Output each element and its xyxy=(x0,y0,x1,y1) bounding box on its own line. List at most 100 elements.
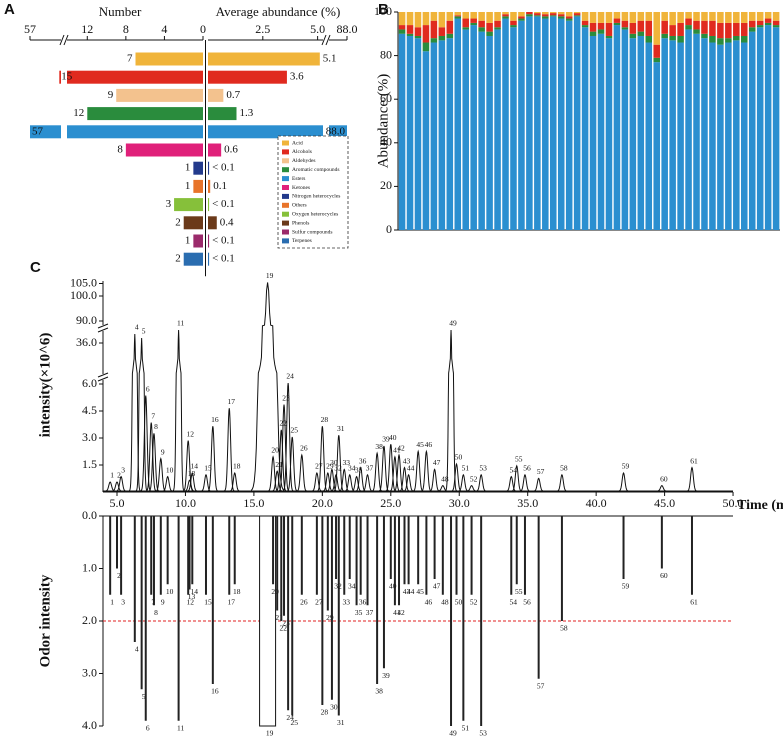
odor-bar xyxy=(272,516,275,585)
odor-label: 59 xyxy=(622,582,630,591)
peak xyxy=(115,475,127,492)
odor-label: 3 xyxy=(121,597,125,606)
number-bar xyxy=(125,143,203,157)
bar-segment xyxy=(454,18,462,231)
odor-label: 25 xyxy=(290,718,298,727)
peak xyxy=(186,472,198,492)
number-label: 1 xyxy=(185,162,191,174)
abundance-bar xyxy=(208,143,222,157)
bar-segment xyxy=(725,38,732,43)
bar-segment xyxy=(470,12,477,19)
odor-bar xyxy=(359,516,362,595)
odor-bar xyxy=(144,516,147,721)
peak-label: 31 xyxy=(337,424,345,433)
number-label: 1 xyxy=(185,235,191,247)
abundance-bar xyxy=(208,234,210,248)
axis-break-gap xyxy=(323,35,329,45)
legend-label: Esters xyxy=(292,176,305,182)
odor-bar xyxy=(204,516,207,595)
odor-axis-title: Odor intensity xyxy=(37,574,53,667)
odor-bar xyxy=(228,516,231,595)
bar-segment xyxy=(422,51,430,230)
odor-label: 43 xyxy=(403,587,411,596)
peak xyxy=(362,473,373,492)
odor-label: 38 xyxy=(375,687,383,696)
legend-swatch xyxy=(282,185,289,190)
bar-segment xyxy=(756,25,764,28)
odor-label: 15 xyxy=(204,597,212,606)
peak xyxy=(385,444,397,492)
peak xyxy=(296,453,308,492)
x-tick-label: 15.0 xyxy=(243,496,264,510)
odor-bar xyxy=(116,516,118,569)
odor-label: 53 xyxy=(479,729,487,738)
peak xyxy=(145,422,157,492)
bar-segment xyxy=(677,35,684,43)
odor-bar xyxy=(622,516,625,579)
bar-segment xyxy=(645,35,653,43)
peak xyxy=(398,466,410,492)
bar-segment xyxy=(733,22,740,36)
odor-bar xyxy=(159,516,162,595)
bar-segment xyxy=(685,18,692,26)
peak-label: 43 xyxy=(403,456,411,465)
abundance-label: 0.4 xyxy=(220,216,234,228)
peak xyxy=(282,382,294,492)
peak-label: 58 xyxy=(560,464,568,473)
odor-label: 34 xyxy=(348,582,356,591)
odor-bar xyxy=(660,516,663,569)
odor-label: 35 xyxy=(355,608,363,617)
bar-segment xyxy=(629,12,637,23)
bar-segment xyxy=(597,33,605,230)
peak xyxy=(618,472,630,492)
bar-segment xyxy=(430,42,438,230)
bar-segment xyxy=(542,16,549,19)
bar-segment xyxy=(597,22,605,30)
axis-break xyxy=(59,34,65,46)
bar-segment xyxy=(621,27,629,30)
bar-segment xyxy=(717,38,724,45)
legend-swatch xyxy=(282,238,289,244)
bar-segment xyxy=(717,44,724,231)
peak-label: 47 xyxy=(433,458,441,467)
bar-segment xyxy=(550,13,557,16)
odor-bar xyxy=(560,516,563,621)
peak-label: 4 xyxy=(135,323,139,332)
bar-segment xyxy=(637,12,645,21)
bar-segment xyxy=(502,16,509,19)
odor-bar xyxy=(140,516,143,690)
peak xyxy=(412,449,424,492)
x-tick-label: 30.0 xyxy=(449,496,470,510)
bar-segment xyxy=(709,35,716,43)
bar-segment xyxy=(414,35,422,39)
odor-bar xyxy=(425,516,428,595)
bar-segment xyxy=(637,31,645,36)
bar-segment xyxy=(470,18,477,23)
abundance-label: 1.3 xyxy=(240,107,254,119)
odor-bar xyxy=(276,516,279,611)
peak xyxy=(267,455,279,492)
odor-label: 51 xyxy=(462,723,470,732)
bar-segment xyxy=(605,22,613,36)
bar-segment xyxy=(406,12,414,26)
panel-label: B xyxy=(378,1,389,18)
legend-label: Others xyxy=(292,203,307,209)
x-tick-label: 10.0 xyxy=(175,496,196,510)
bar-segment xyxy=(478,31,485,231)
bar-segment xyxy=(438,35,446,41)
odor-bar xyxy=(259,515,277,727)
peak-label: 15 xyxy=(204,464,212,473)
odor-bar xyxy=(283,516,286,616)
bar-segment xyxy=(661,33,668,39)
bar-segment xyxy=(741,12,748,23)
odor-bar xyxy=(462,516,465,721)
bar-segment xyxy=(502,18,509,231)
axis-break xyxy=(325,34,331,46)
bar-segment xyxy=(629,22,637,34)
peak-label: 41 xyxy=(393,446,401,455)
peak-label: 45 xyxy=(416,440,424,449)
bar-segment xyxy=(733,12,740,23)
left-axis-title: Number xyxy=(99,4,142,19)
axis-break-gap xyxy=(99,325,107,331)
peak-label: 61 xyxy=(690,456,698,465)
